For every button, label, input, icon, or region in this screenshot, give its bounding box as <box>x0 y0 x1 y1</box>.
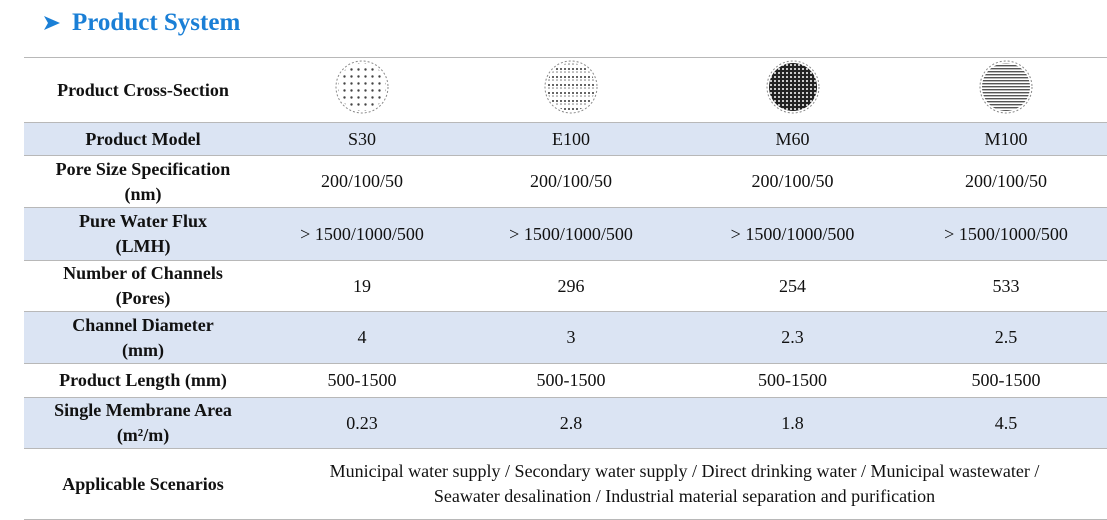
table-row: Pure Water Flux (LMH) > 1500/1000/500 > 150… <box>24 207 1107 261</box>
value-cell: 296 <box>462 260 680 312</box>
value-cell: M60 <box>680 122 905 156</box>
row-label: Applicable Scenarios <box>24 448 262 520</box>
value-cell: 500-1500 <box>462 363 680 398</box>
row-label: Product Length (mm) <box>24 363 262 398</box>
text-line: (nm) <box>124 183 162 204</box>
table-row: Pore Size Specification (nm) 200/100/50 200… <box>24 155 1107 208</box>
table-row: Applicable Scenarios Municipal water supp… <box>24 448 1107 520</box>
cross-section-cell <box>680 57 905 123</box>
text-line: Seawater desalination / Industrial mater… <box>433 486 936 506</box>
text-line: Channel Diameter <box>72 314 214 335</box>
value-cell: 2.8 <box>462 397 680 449</box>
table-row: Product Length (mm) 500-1500 500-1500 500-1… <box>24 363 1107 398</box>
text-line: Pure Water Flux <box>79 211 207 231</box>
text-line: Pore Size Specification <box>55 158 231 179</box>
value-cell: 1.8 <box>680 397 905 449</box>
text-line: (Pores) <box>115 288 171 308</box>
value-cell: 4 <box>262 311 462 364</box>
spec-table: Product Cross-Section Product Model S30 E10… <box>24 57 1107 520</box>
section-title: Product System <box>42 6 240 40</box>
cross-section-cell <box>905 57 1107 123</box>
cross-section-image <box>979 60 1033 113</box>
value-cell: M100 <box>905 122 1107 156</box>
value-cell: E100 <box>462 122 680 156</box>
value-cell: 200/100/50 <box>680 155 905 208</box>
text-line: Number of Channels <box>63 263 223 283</box>
text-line: Applicable Scenarios <box>62 473 224 494</box>
span-cell: Municipal water supply / Secondary water… <box>262 448 1107 520</box>
value-cell: 500-1500 <box>262 363 462 398</box>
title-text: Product System <box>72 9 241 36</box>
cross-section-cell <box>262 57 462 123</box>
value-cell: 533 <box>905 260 1107 312</box>
value-cell: 200/100/50 <box>462 155 680 208</box>
value-cell: S30 <box>262 122 462 156</box>
table-row: Single Membrane Area (m²/m) 0.23 2.8 1.8 4.5 <box>24 397 1107 449</box>
value-cell: > 1500/1000/500 <box>462 207 680 261</box>
table-row: Product Cross-Section <box>24 57 1107 123</box>
cross-section-cell <box>462 57 680 123</box>
value-cell: > 1500/1000/500 <box>680 207 905 261</box>
value-cell: 2.5 <box>905 311 1107 364</box>
cross-section-image <box>544 60 598 113</box>
text-line: Product Length (mm) <box>59 370 227 390</box>
value-cell: 254 <box>680 260 905 312</box>
value-cell: 500-1500 <box>680 363 905 398</box>
text-line: Single Membrane Area <box>54 400 232 420</box>
row-label: Pure Water Flux (LMH) <box>24 207 262 261</box>
row-label: Single Membrane Area (m²/m) <box>24 397 262 449</box>
cross-section-image <box>766 60 819 113</box>
value-cell: 4.5 <box>905 397 1107 449</box>
text-line: Municipal water supply / Secondary water… <box>329 461 1040 481</box>
row-label: Channel Diameter (mm) <box>24 311 262 364</box>
table-row: Number of Channels (Pores) 19 296 254 533 <box>24 260 1107 312</box>
row-label: Number of Channels (Pores) <box>24 260 262 312</box>
text-line: Product Model <box>85 128 201 149</box>
row-label: Pore Size Specification (nm) <box>24 155 262 208</box>
value-cell: 0.23 <box>262 397 462 449</box>
value-cell: 500-1500 <box>905 363 1107 398</box>
value-cell: > 1500/1000/500 <box>905 207 1107 261</box>
arrow-icon <box>44 16 60 30</box>
text-line: Product Cross-Section <box>57 79 229 100</box>
value-cell: 200/100/50 <box>262 155 462 208</box>
value-cell: 200/100/50 <box>905 155 1107 208</box>
row-label: Product Cross-Section <box>24 57 262 123</box>
table-row: Product Model S30 E100 M60 M100 <box>24 122 1107 156</box>
text-line: (m²/m) <box>116 425 170 445</box>
value-cell: 19 <box>262 260 462 312</box>
text-line: (LMH) <box>115 236 171 256</box>
value-cell: 2.3 <box>680 311 905 364</box>
row-label: Product Model <box>24 122 262 156</box>
value-cell: > 1500/1000/500 <box>262 207 462 261</box>
cross-section-image <box>335 60 389 113</box>
value-cell: 3 <box>462 311 680 364</box>
table-row: Channel Diameter (mm) 4 3 2.3 2.5 <box>24 311 1107 364</box>
text-line: (mm) <box>122 339 164 360</box>
